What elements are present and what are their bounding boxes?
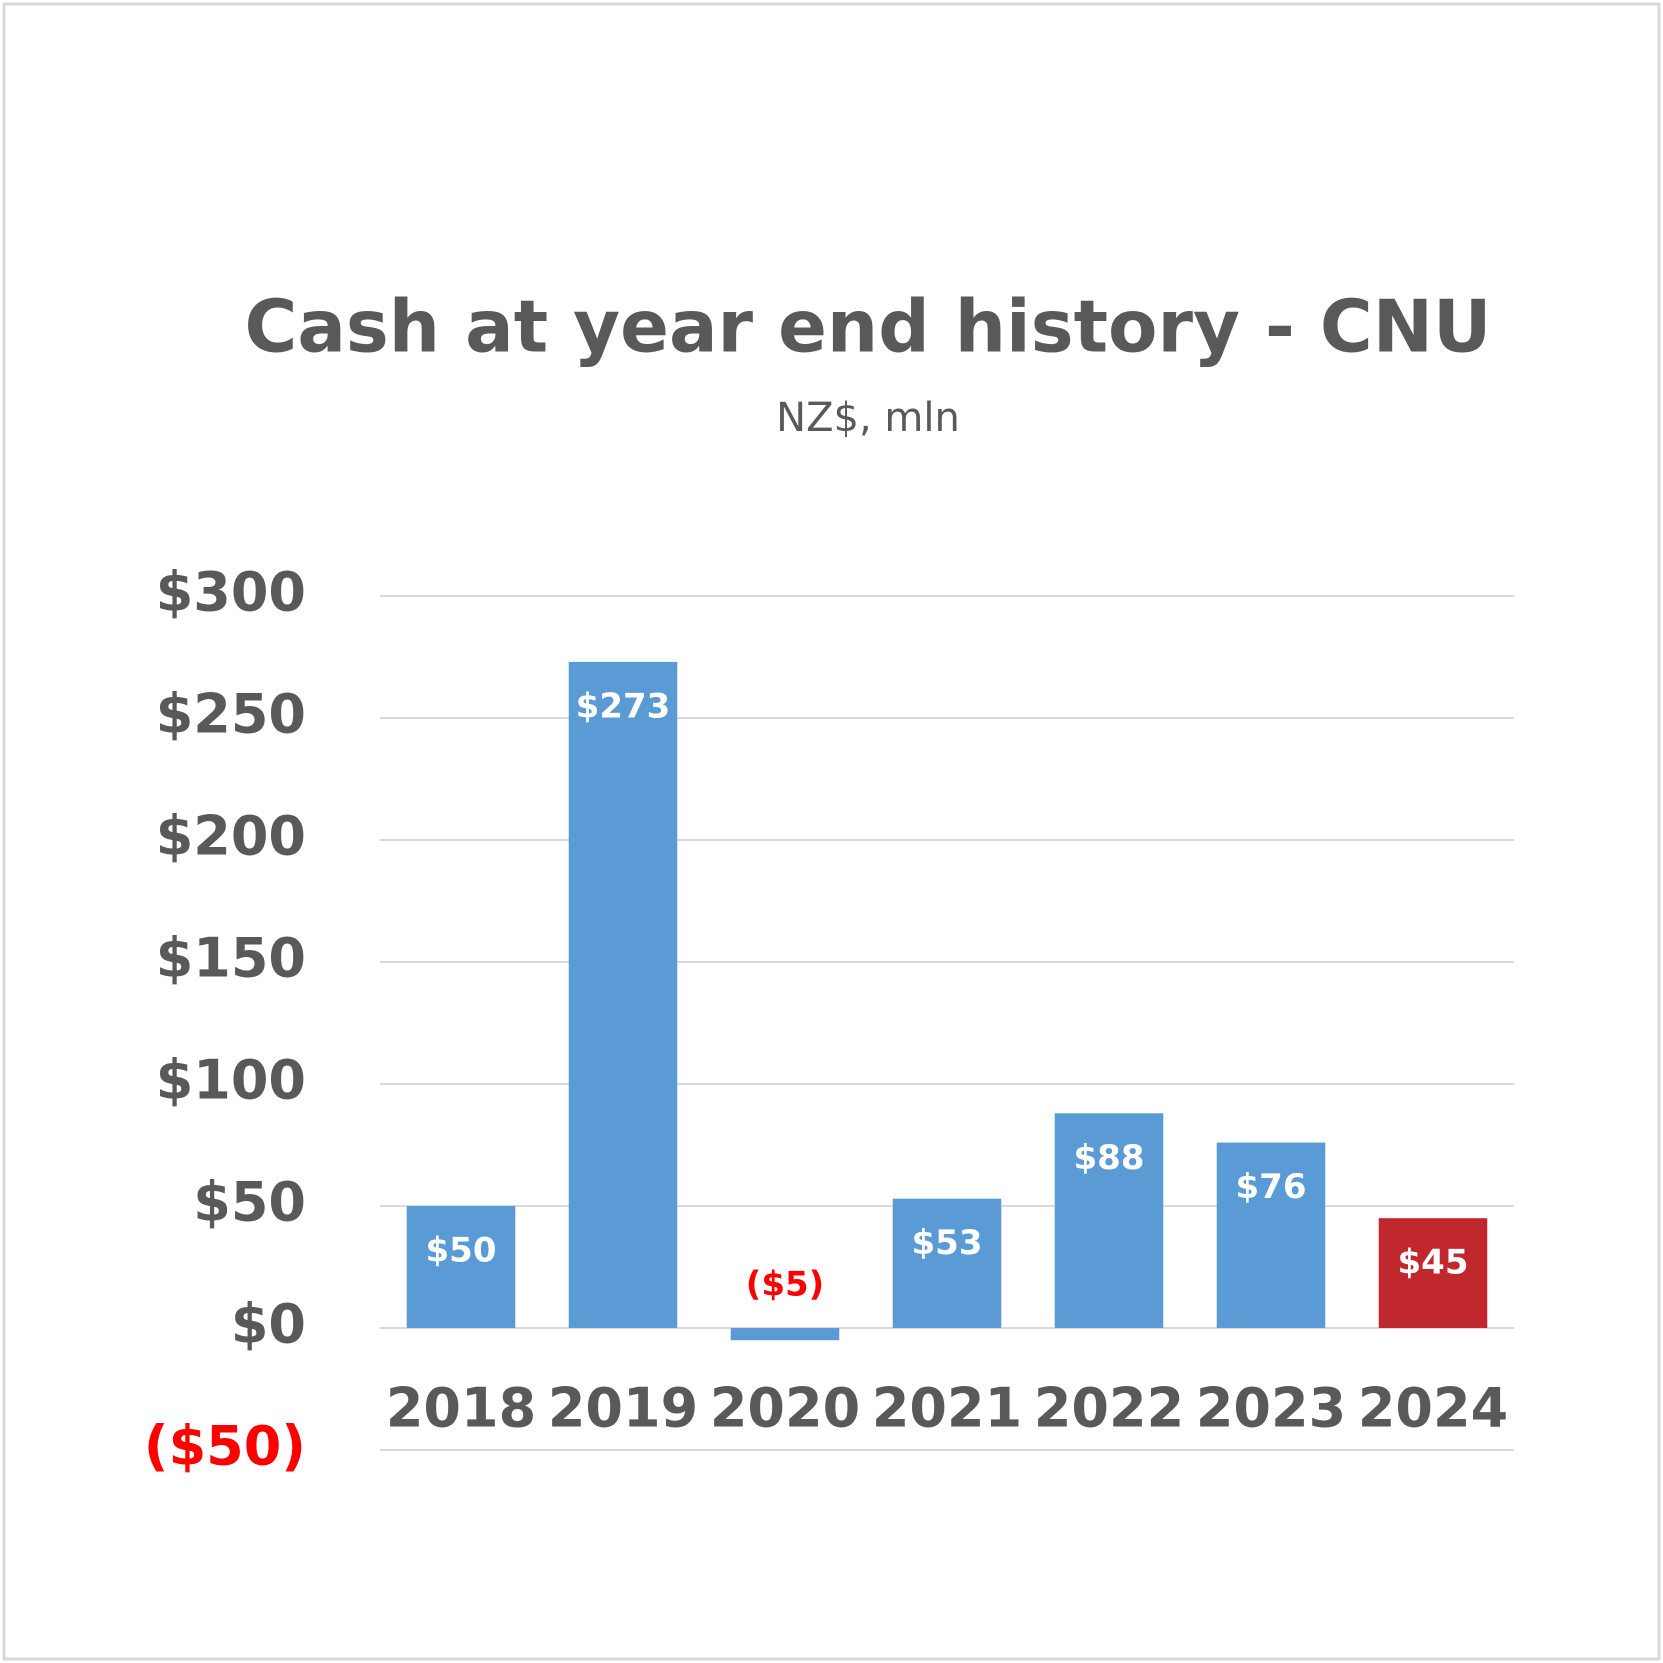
y-tick-label: $150 [156, 927, 306, 990]
bar [730, 1328, 840, 1341]
x-tick-label: 2024 [1358, 1377, 1508, 1440]
x-tick-label: 2023 [1196, 1377, 1346, 1440]
data-label: $273 [576, 686, 671, 726]
data-label: $53 [912, 1223, 983, 1263]
y-tick-label: $50 [193, 1171, 306, 1234]
x-tick-label: 2021 [872, 1377, 1022, 1440]
y-tick-label: $300 [156, 561, 306, 624]
x-tick-label: 2018 [386, 1377, 536, 1440]
chart-title: Cash at year end history - CNU [245, 285, 1492, 369]
data-label: $76 [1236, 1167, 1307, 1207]
x-tick-label: 2019 [548, 1377, 698, 1440]
y-tick-label: $100 [156, 1049, 306, 1112]
bar [1378, 1218, 1488, 1328]
data-label: $88 [1074, 1138, 1145, 1178]
x-tick-label: 2020 [710, 1377, 860, 1440]
y-tick-label: $0 [231, 1293, 306, 1356]
y-tick-label: ($50) [144, 1415, 306, 1478]
bar [568, 661, 678, 1328]
y-tick-label: $200 [156, 805, 306, 868]
data-label: $50 [426, 1231, 497, 1271]
bar [1216, 1142, 1326, 1328]
bar [406, 1206, 516, 1328]
y-tick-label: $250 [156, 683, 306, 746]
bar [892, 1198, 1002, 1328]
chart-subtitle: NZ$, mln [776, 395, 960, 441]
bar [1054, 1113, 1164, 1328]
data-label: $45 [1398, 1243, 1469, 1283]
data-label: ($5) [746, 1265, 824, 1305]
x-tick-label: 2022 [1034, 1377, 1184, 1440]
